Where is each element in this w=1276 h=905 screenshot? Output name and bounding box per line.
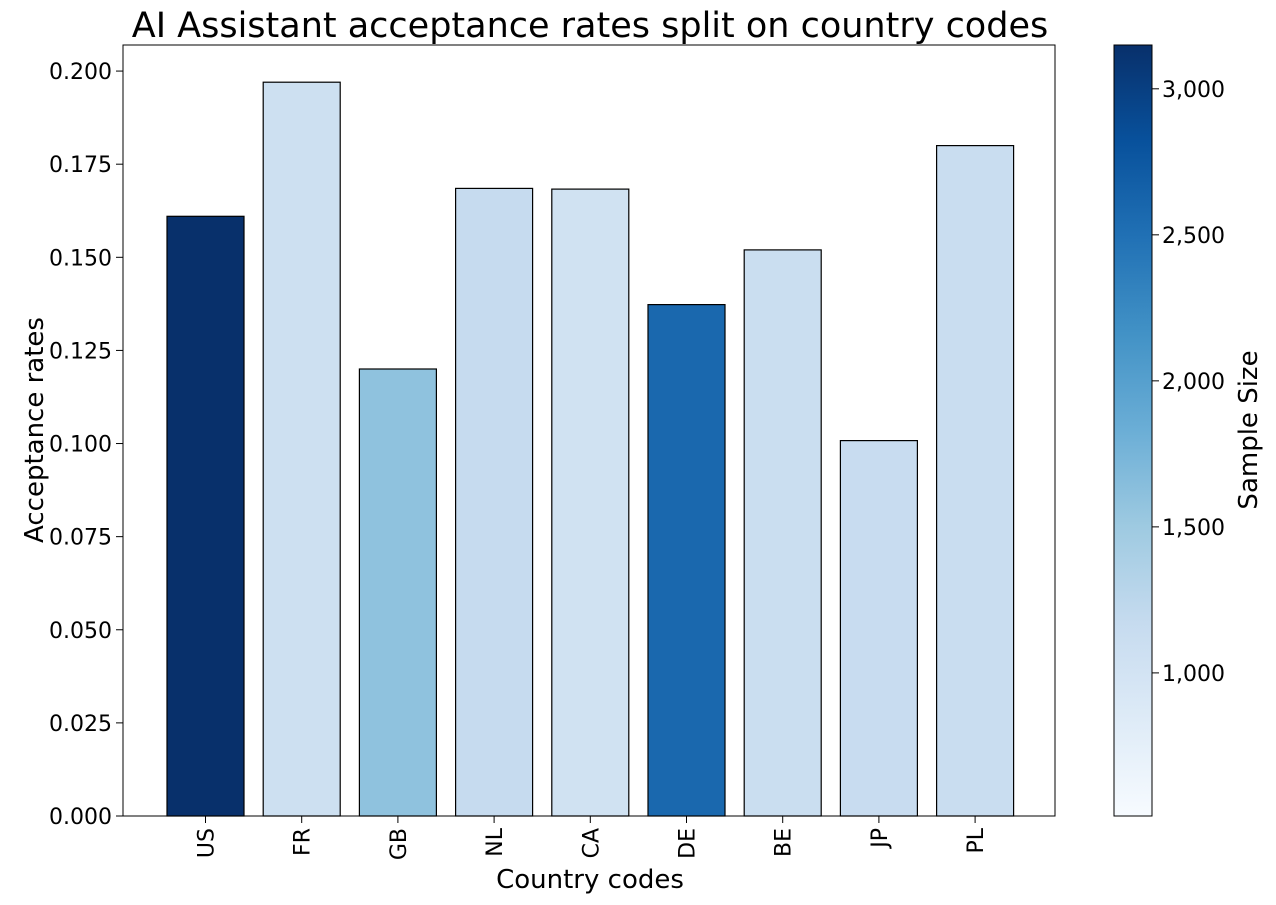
y-tick-label: 0.100 (49, 433, 112, 458)
bar-fr (262, 81, 341, 817)
x-tick-label: US (195, 828, 220, 858)
x-tick-label: NL (483, 827, 508, 856)
x-tick-label: JP (868, 828, 893, 850)
colorbar (1113, 44, 1153, 817)
x-axis: US FR GB NL CA DE BE JP PL (195, 816, 989, 860)
y-tick-label: 0.025 (49, 712, 112, 737)
bar-nl (455, 187, 534, 817)
colorbar-tick-label: 1,000 (1162, 662, 1225, 687)
bars-group (166, 81, 1015, 817)
bar-jp (839, 440, 919, 817)
bar-be (743, 249, 822, 817)
bar-de (647, 304, 726, 817)
y-tick-label: 0.200 (49, 60, 112, 85)
x-axis-label: Country codes (496, 865, 684, 895)
y-tick-label: 0.050 (49, 619, 112, 644)
x-tick-label: PL (964, 827, 989, 853)
colorbar-tick-label: 2,500 (1162, 224, 1225, 249)
colorbar-tick-label: 2,000 (1162, 370, 1225, 395)
chart-title: AI Assistant acceptance rates split on c… (132, 6, 1048, 46)
y-tick-label: 0.000 (49, 805, 112, 830)
x-tick-label: CA (579, 828, 604, 858)
y-axis: 0.000 0.025 0.050 0.075 0.100 0.125 0.150 0.175… (49, 60, 123, 830)
y-tick-label: 0.075 (49, 526, 112, 551)
bar-gb (358, 368, 437, 817)
colorbar-tick-label: 3,000 (1162, 78, 1225, 103)
x-tick-label: GB (387, 828, 412, 860)
x-tick-label: BE (772, 828, 797, 857)
bar-us (166, 215, 245, 817)
y-tick-label: 0.150 (49, 246, 112, 271)
bar-ca (551, 188, 630, 817)
y-tick-label: 0.175 (49, 153, 112, 178)
plot-area-frame (122, 44, 1056, 817)
y-axis-label: Acceptance rates (20, 317, 50, 543)
x-tick-label: FR (291, 828, 316, 856)
bar-pl (935, 145, 1015, 817)
colorbar-label: Sample Size (1234, 350, 1264, 509)
colorbar-axis: 1,000 1,500 2,000 2,500 3,000 (1152, 78, 1225, 687)
x-tick-label: DE (676, 828, 701, 859)
y-tick-label: 0.125 (49, 339, 112, 364)
colorbar-tick-label: 1,500 (1162, 516, 1225, 541)
